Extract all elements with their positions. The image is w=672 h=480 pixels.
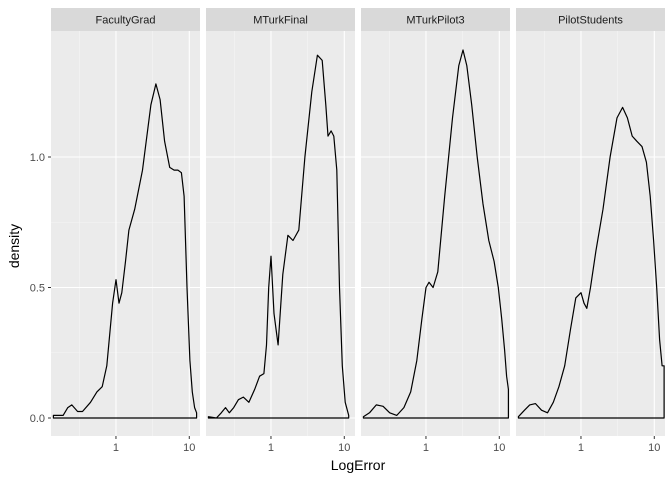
x-tick-label: 1	[423, 442, 429, 454]
facet-strip-label: MTurkFinal	[253, 15, 308, 27]
y-axis-title: density	[6, 224, 22, 268]
y-tick-label: 1.0	[30, 152, 45, 164]
facet-strip	[516, 8, 665, 31]
density-curve	[52, 83, 198, 419]
panel-background	[206, 31, 355, 436]
density-curve	[517, 106, 665, 419]
panel-background	[516, 31, 665, 436]
x-tick-label: 10	[648, 442, 660, 454]
x-tick-label: 1	[578, 442, 584, 454]
density-curve	[207, 54, 350, 419]
x-tick-label: 10	[493, 442, 505, 454]
panel-background	[51, 31, 200, 436]
x-tick-label: 10	[338, 442, 350, 454]
facet-panel: FacultyGrad 1 10	[51, 8, 200, 454]
x-tick-label: 1	[113, 442, 119, 454]
x-tick-label: 10	[183, 442, 195, 454]
density-curve	[362, 49, 509, 419]
facet-panel: PilotStudents 1 10	[516, 8, 665, 454]
x-axis-title: LogError	[331, 457, 386, 473]
x-tick-label: 1	[268, 442, 274, 454]
y-tick-label: 0.0	[30, 413, 45, 425]
panel-background	[361, 31, 510, 436]
facet-strip-label: PilotStudents	[558, 15, 623, 27]
facet-strip-label: MTurkPilot3	[406, 15, 464, 27]
facet-strip	[206, 8, 355, 31]
facet-panel: MTurkPilot3 1 10	[361, 8, 510, 454]
facet-strip	[51, 8, 200, 31]
facet-panel: MTurkFinal 1 10	[206, 8, 355, 454]
y-tick-label: 0.5	[30, 283, 45, 295]
facet-strip-label: FacultyGrad	[96, 15, 156, 27]
facet-strip	[361, 8, 510, 31]
